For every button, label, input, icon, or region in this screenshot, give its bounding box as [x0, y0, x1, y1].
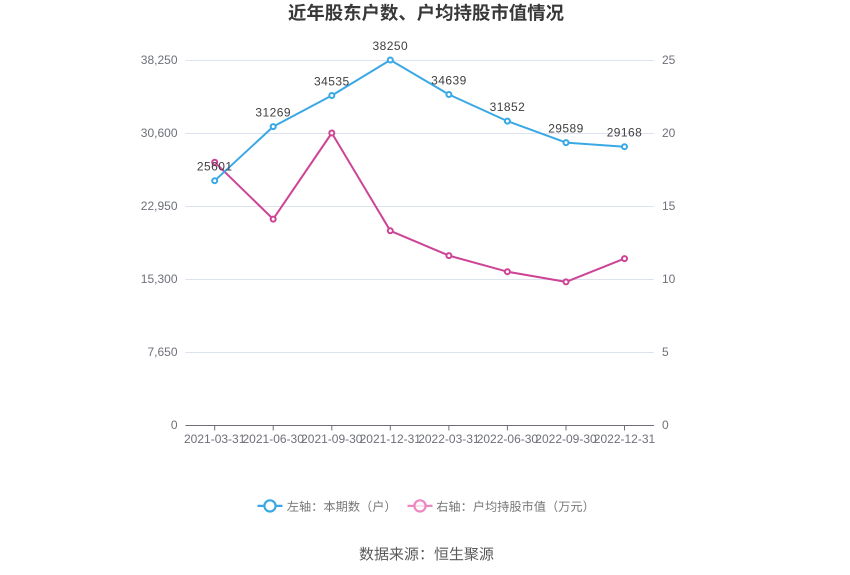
svg-text:30,600: 30,600: [141, 126, 178, 140]
svg-text:29168: 29168: [607, 126, 643, 140]
svg-text:10: 10: [662, 272, 676, 286]
svg-text:31269: 31269: [255, 106, 291, 120]
svg-text:38,250: 38,250: [141, 53, 178, 67]
svg-text:22,950: 22,950: [141, 199, 178, 213]
svg-text:2022-06-30: 2022-06-30: [477, 432, 539, 446]
svg-text:15: 15: [662, 199, 676, 213]
svg-text:15,300: 15,300: [141, 272, 178, 286]
svg-text:20: 20: [662, 126, 676, 140]
svg-text:25601: 25601: [197, 160, 233, 174]
svg-text:2022-12-31: 2022-12-31: [594, 432, 656, 446]
svg-text:34535: 34535: [314, 75, 350, 89]
svg-text:29589: 29589: [548, 122, 584, 136]
svg-text:2022-09-30: 2022-09-30: [535, 432, 597, 446]
svg-text:25: 25: [662, 53, 676, 67]
svg-text:2021-09-30: 2021-09-30: [301, 432, 363, 446]
svg-text:2021-12-31: 2021-12-31: [360, 432, 422, 446]
svg-text:38250: 38250: [372, 39, 408, 53]
svg-text:2021-06-30: 2021-06-30: [243, 432, 305, 446]
svg-text:31852: 31852: [490, 100, 526, 114]
svg-text:2022-03-31: 2022-03-31: [418, 432, 480, 446]
svg-text:2021-03-31: 2021-03-31: [184, 432, 246, 446]
svg-text:0: 0: [171, 418, 178, 432]
svg-text:0: 0: [662, 418, 669, 432]
svg-text:34639: 34639: [431, 74, 467, 88]
svg-text:7,650: 7,650: [147, 345, 177, 359]
svg-text:5: 5: [662, 345, 669, 359]
